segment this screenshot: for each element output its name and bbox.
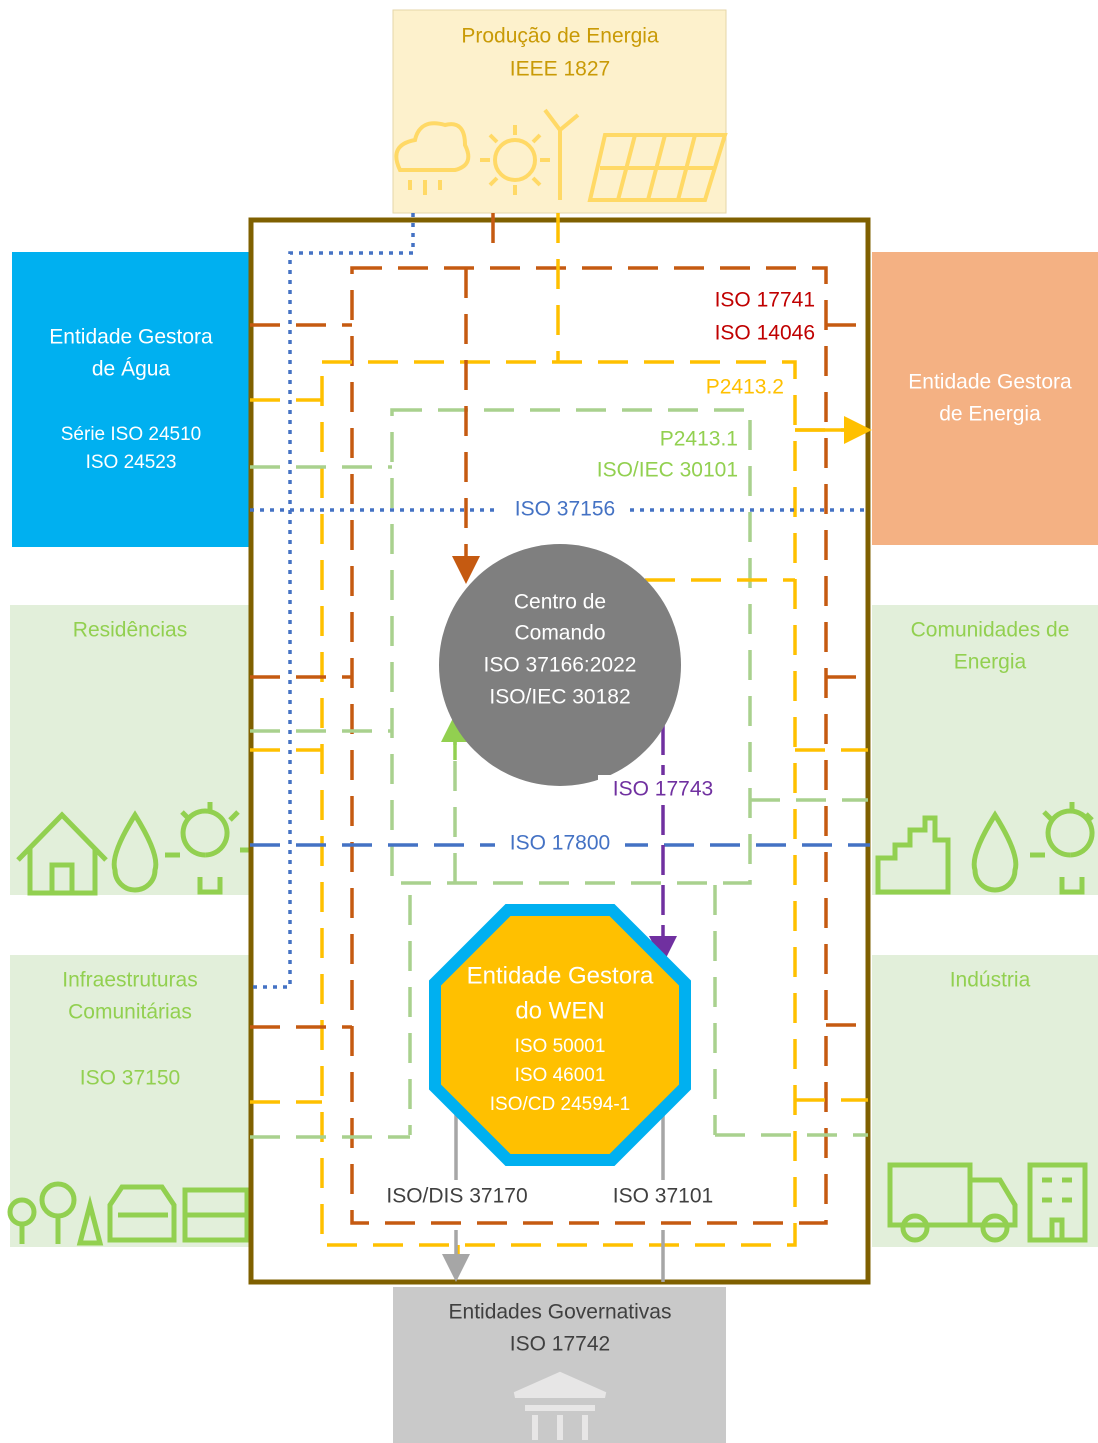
line-label: ISO 17800 — [510, 832, 610, 855]
node-text: ISO 37166:2022 — [484, 654, 637, 677]
line-label: ISO 37101 — [613, 1185, 713, 1208]
node-text: ISO/CD 24594-1 — [490, 1094, 630, 1115]
node-text: Entidade Gestora — [49, 326, 213, 349]
energy-entity-box — [872, 252, 1098, 545]
node-text: Infraestruturas — [62, 969, 197, 992]
node-text: ISO 37150 — [80, 1067, 180, 1090]
line-label: P2413.2 — [706, 376, 784, 399]
node-text: Energia — [954, 651, 1027, 674]
node-text: do WEN — [515, 997, 604, 1024]
node-text: Entidade Gestora — [908, 371, 1072, 394]
wen-entity — [435, 910, 685, 1160]
node-text: Entidade Gestora — [467, 962, 654, 989]
node-text: de Energia — [939, 403, 1041, 426]
node-text: Comando — [514, 622, 605, 645]
line-label: ISO 17743 — [613, 778, 713, 801]
community-infrastructure-box — [10, 955, 250, 1247]
line-label: ISO 37156 — [515, 498, 615, 521]
residences-box — [10, 605, 252, 895]
node-text: ISO 17742 — [510, 1333, 610, 1356]
line-label: ISO 14046 — [715, 322, 815, 345]
node-text: Centro de — [514, 591, 606, 614]
node-text: ISO 24523 — [86, 452, 177, 473]
line-label: ISO 17741 — [715, 289, 815, 312]
diagram: Produção de Energia IEEE 1827 Entidade G… — [0, 0, 1098, 1443]
node-text: Série ISO 24510 — [61, 424, 201, 445]
node-text: de Água — [92, 358, 171, 381]
energy-communities-box — [872, 605, 1098, 895]
node-text: Residências — [73, 619, 187, 642]
node-text: ISO/IEC 30182 — [489, 686, 630, 709]
node-text: ISO 46001 — [515, 1065, 606, 1086]
node-text: Produção de Energia — [461, 25, 659, 48]
node-text: ISO 50001 — [515, 1036, 606, 1057]
line-label: ISO/IEC 30101 — [597, 459, 738, 482]
water-entity-box — [12, 252, 250, 547]
node-text: Indústria — [950, 969, 1031, 992]
node-text: IEEE 1827 — [510, 58, 610, 81]
node-text: Comunidades de — [911, 619, 1070, 642]
industry-box — [872, 955, 1098, 1247]
line-label: ISO/DIS 37170 — [386, 1185, 527, 1208]
line-label: P2413.1 — [660, 428, 738, 451]
node-text: Entidades Governativas — [449, 1301, 672, 1324]
node-text: Comunitárias — [68, 1001, 192, 1024]
